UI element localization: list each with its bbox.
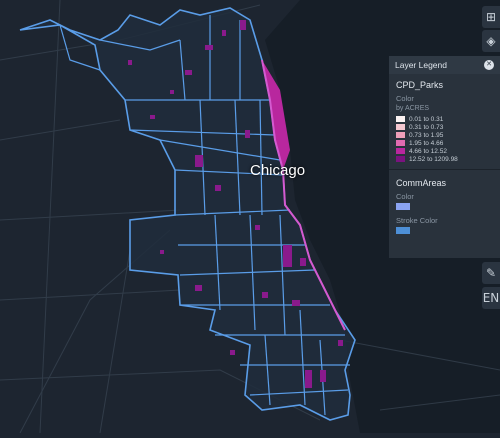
layers-icon: ⊞	[485, 10, 497, 24]
range-row: 1.95 to 4.66	[396, 139, 493, 147]
legend-title: Layer Legend	[395, 60, 447, 70]
layer-name: CommAreas	[396, 178, 447, 188]
legend-divider	[389, 169, 500, 170]
toolbar-layers-button[interactable]: ⊞	[482, 6, 500, 28]
range-swatch	[396, 132, 405, 138]
range-label: 12.52 to 1209.98	[409, 155, 458, 163]
range-label: 1.95 to 4.66	[409, 139, 444, 147]
toolbar-locale-button[interactable]: EN	[482, 287, 500, 309]
close-legend-icon[interactable]: ✕	[484, 60, 494, 70]
range-swatch	[396, 140, 405, 146]
range-label: 0.31 to 0.73	[409, 123, 444, 131]
fill-color-swatch	[396, 203, 410, 210]
locale-label: EN	[482, 291, 500, 305]
range-label: 4.66 to 12.52	[409, 147, 447, 155]
toolbar-3d-button[interactable]: ◈	[482, 30, 500, 52]
toolbar-draw-button[interactable]: ✎	[482, 262, 500, 284]
range-swatch	[396, 116, 405, 122]
color-label: Color	[396, 192, 414, 201]
range-swatch	[396, 124, 405, 130]
by-field-label: by ACRES	[396, 105, 430, 112]
legend-header: Layer Legend ✕	[389, 56, 500, 74]
layer-legend-panel: Layer Legend ✕ CPD_Parks Color by ACRES …	[389, 56, 500, 258]
range-row: 0.31 to 0.73	[396, 123, 493, 131]
cube-icon: ◈	[486, 34, 496, 48]
range-label: 0.01 to 0.31	[409, 115, 444, 123]
legend-layer-commareas: CommAreas Color Stroke Color	[389, 172, 500, 244]
range-swatch	[396, 156, 405, 162]
legend-layer-parks: CPD_Parks Color by ACRES 0.01 to 0.31 0.…	[389, 74, 500, 167]
range-row: 0.01 to 0.31	[396, 115, 493, 123]
range-row: 12.52 to 1209.98	[396, 155, 493, 163]
layer-name: CPD_Parks	[396, 80, 444, 90]
range-row: 0.73 to 1.95	[396, 131, 493, 139]
stroke-color-label: Stroke Color	[396, 216, 438, 225]
stroke-color-swatch	[396, 227, 410, 234]
lakefront-parks	[261, 59, 346, 331]
city-label-chicago: Chicago	[250, 162, 306, 179]
range-label: 0.73 to 1.95	[409, 131, 444, 139]
park-polygons	[128, 20, 343, 388]
color-label: Color	[396, 94, 414, 103]
range-list: 0.01 to 0.31 0.31 to 0.73 0.73 to 1.95 1…	[396, 115, 493, 163]
draw-icon: ✎	[485, 266, 497, 280]
range-swatch	[396, 148, 405, 154]
range-row: 4.66 to 12.52	[396, 147, 493, 155]
